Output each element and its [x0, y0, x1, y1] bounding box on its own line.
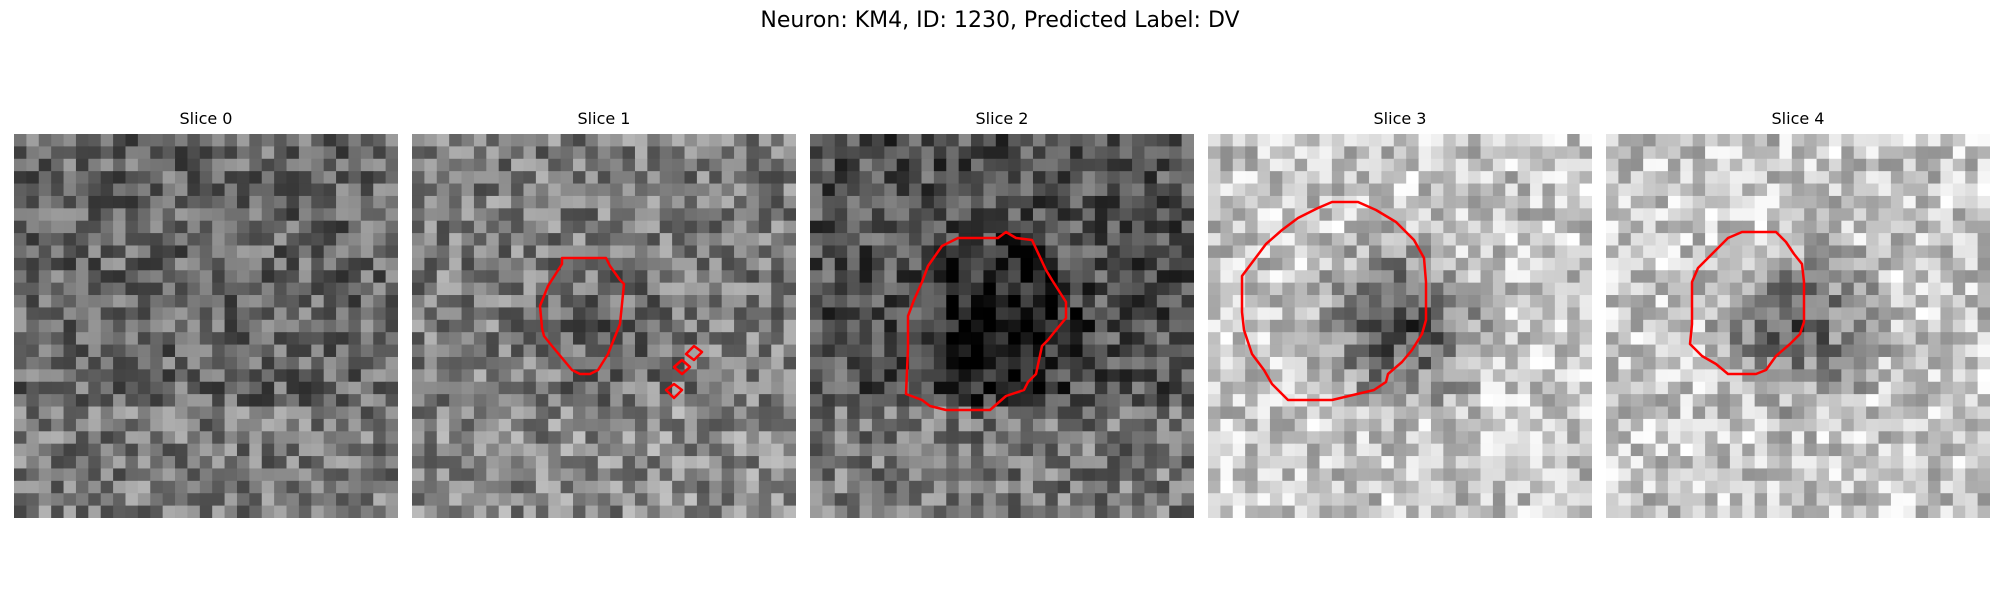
pixel-grid — [412, 134, 796, 518]
pixel-grid — [14, 134, 398, 518]
roi-contour — [904, 230, 1068, 412]
slice-title: Slice 2 — [975, 109, 1029, 128]
slice-image — [810, 134, 1194, 518]
roi-contour — [672, 358, 692, 376]
figure-title: Neuron: KM4, ID: 1230, Predicted Label: … — [760, 8, 1240, 33]
slice-image — [14, 134, 398, 518]
slice-title: Slice 0 — [179, 109, 233, 128]
roi-contour — [664, 382, 684, 400]
slice-panel: Slice 4 — [1606, 108, 1990, 518]
roi-contour — [1688, 230, 1806, 376]
slice-panel: Slice 1 — [412, 108, 796, 518]
slice-panel: Slice 3 — [1208, 108, 1592, 518]
slice-panel: Slice 0 — [14, 108, 398, 518]
slice-title: Slice 4 — [1771, 109, 1825, 128]
roi-contour — [538, 256, 626, 376]
slice-panel: Slice 2 — [810, 108, 1194, 518]
slice-image — [1606, 134, 1990, 518]
roi-contour — [1240, 200, 1428, 402]
slice-title: Slice 1 — [577, 109, 631, 128]
pixel-grid — [810, 134, 1194, 518]
pixel-grid — [1208, 134, 1592, 518]
slice-image — [1208, 134, 1592, 518]
pixel-grid — [1606, 134, 1990, 518]
slice-title: Slice 3 — [1373, 109, 1427, 128]
roi-contour — [684, 344, 704, 362]
slice-image — [412, 134, 796, 518]
